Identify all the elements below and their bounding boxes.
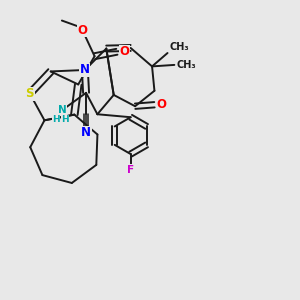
Text: O: O — [119, 45, 129, 58]
Text: F: F — [127, 164, 134, 175]
Text: N: N — [58, 105, 67, 115]
Text: H: H — [52, 115, 60, 124]
Text: O: O — [157, 98, 167, 111]
Text: N: N — [81, 127, 91, 140]
Text: N: N — [80, 64, 90, 76]
Text: S: S — [26, 87, 34, 100]
Text: H: H — [61, 115, 68, 124]
Text: CH₃: CH₃ — [177, 60, 196, 70]
Text: N: N — [80, 64, 90, 76]
Text: O: O — [78, 24, 88, 37]
Text: CH₃: CH₃ — [170, 41, 190, 52]
